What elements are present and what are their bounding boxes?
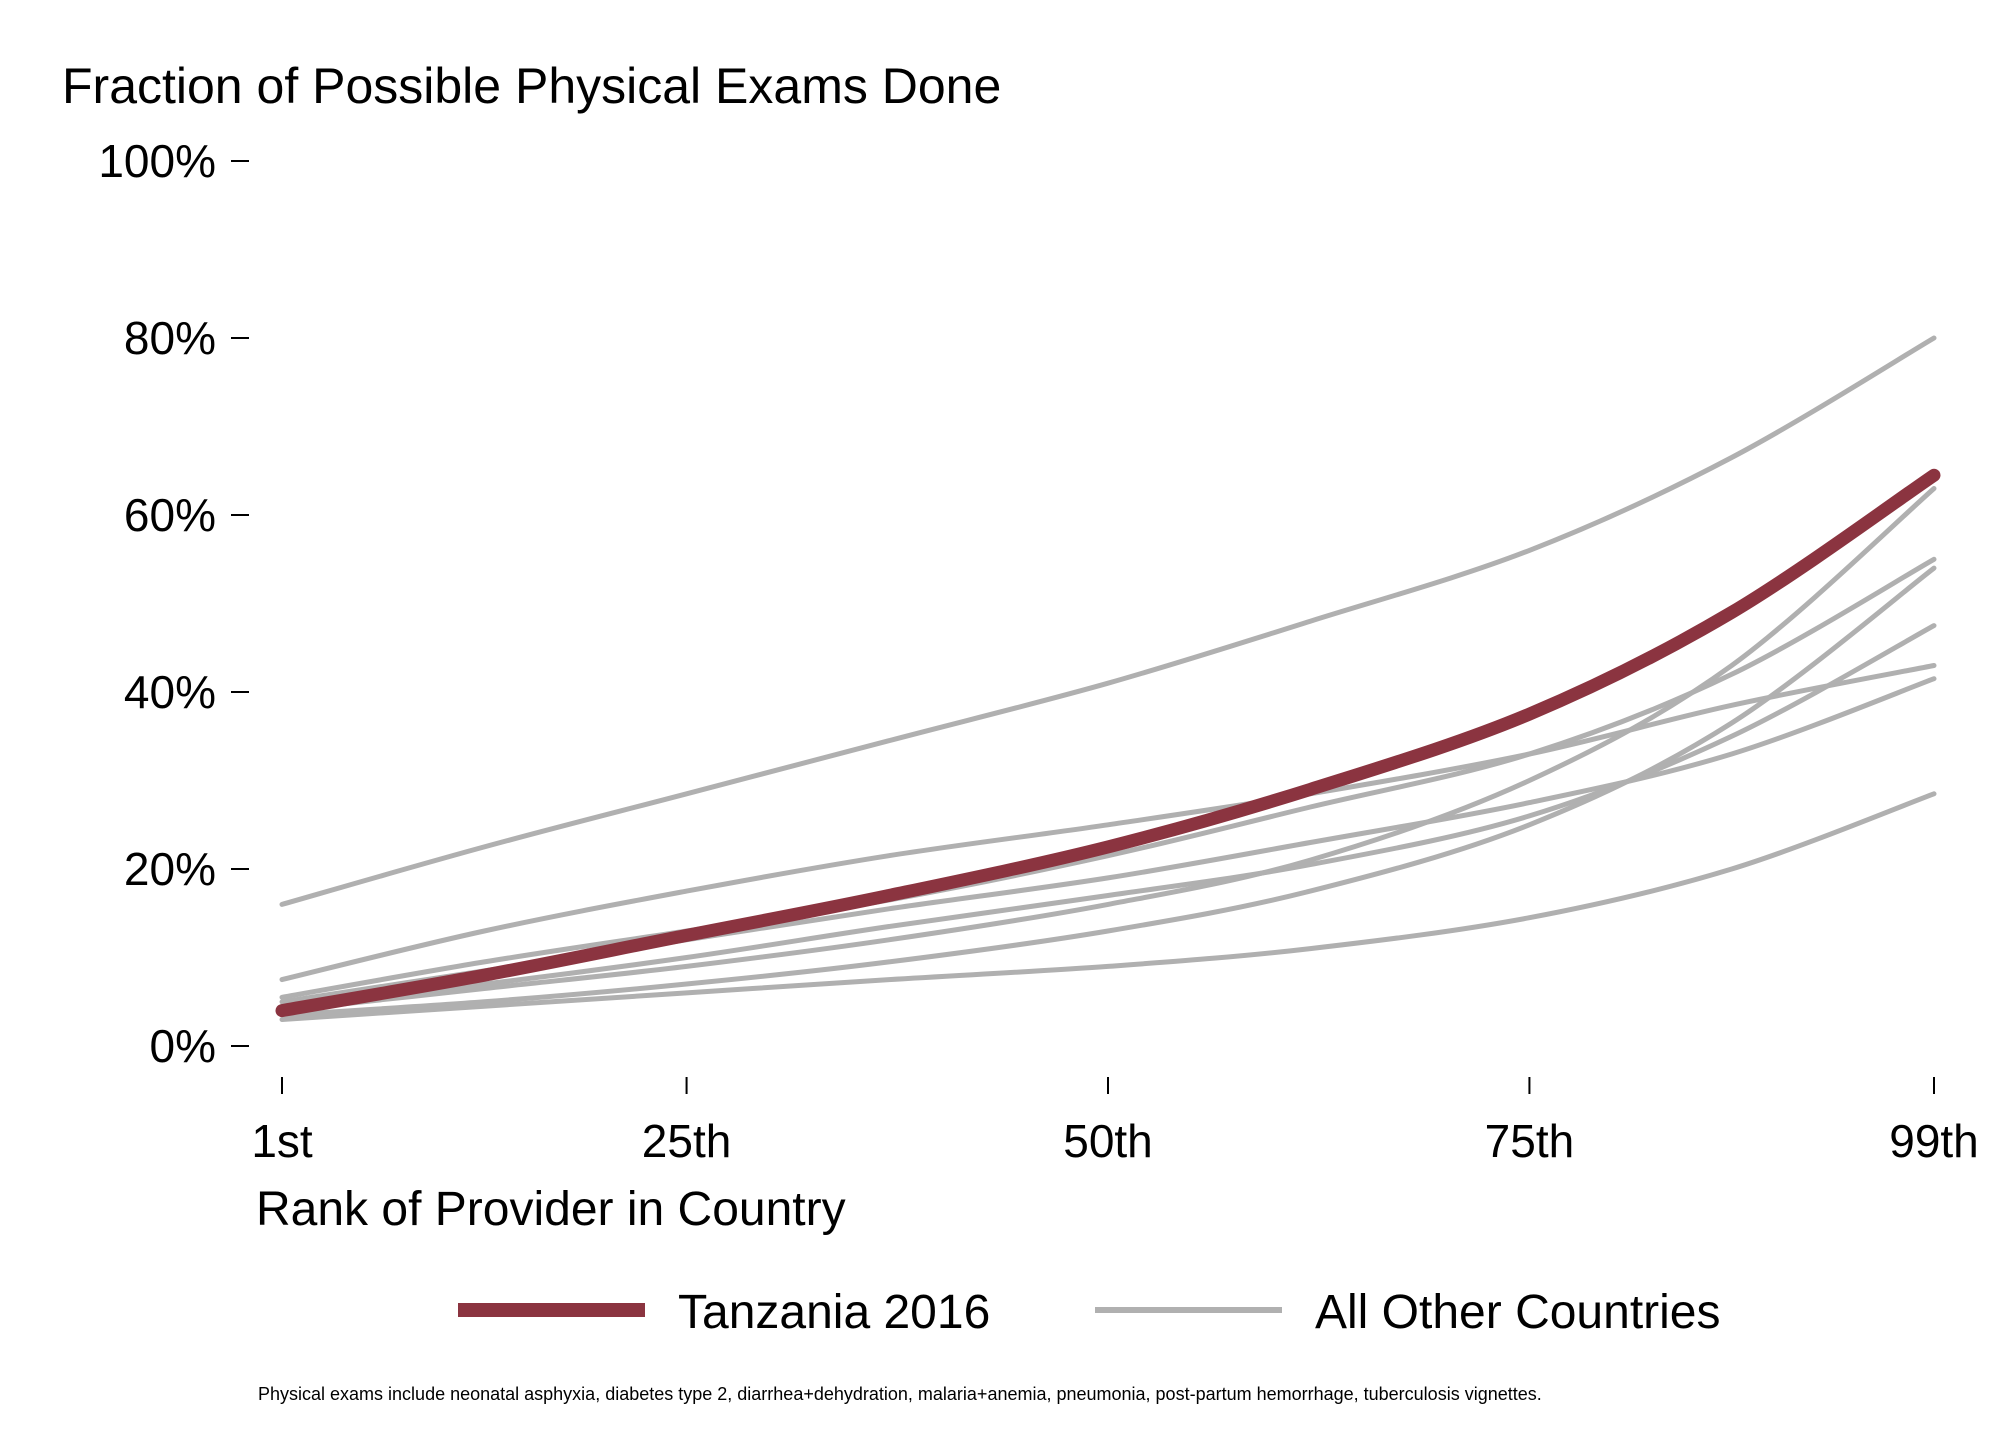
x-axis: 1st 25th 50th 75th 99th	[251, 1077, 1979, 1167]
series-line-other	[279, 663, 1937, 983]
x-axis-label: Rank of Provider in Country	[256, 1183, 846, 1236]
y-tick-label: 40%	[124, 666, 216, 718]
y-tick-label: 100%	[98, 135, 216, 187]
series-line-other	[279, 565, 1937, 1018]
x-tick-label: 50th	[1063, 1115, 1153, 1167]
y-tick-label: 0%	[150, 1020, 216, 1072]
chart-title: Fraction of Possible Physical Exams Done	[62, 58, 1001, 114]
y-tick-label: 80%	[124, 312, 216, 364]
y-tick-label: 60%	[124, 489, 216, 541]
legend: Tanzania 2016 All Other Countries	[458, 1286, 1721, 1339]
series-line-other	[279, 791, 1937, 1022]
legend-label-tanzania: Tanzania 2016	[678, 1286, 990, 1339]
x-tick-label: 75th	[1485, 1115, 1575, 1167]
series-line-other	[279, 486, 1937, 1014]
x-tick-label: 25th	[642, 1115, 732, 1167]
x-tick-label: 1st	[251, 1115, 313, 1167]
series-line-other	[279, 623, 1937, 1009]
y-axis: 0% 20% 40% 60% 80% 100%	[98, 135, 249, 1072]
legend-label-other: All Other Countries	[1315, 1286, 1721, 1339]
series-line-other	[279, 335, 1937, 907]
x-tick-label: 99th	[1889, 1115, 1979, 1167]
series-layer	[275, 335, 1941, 1022]
series-line-tanzania	[275, 468, 1941, 1018]
y-tick-label: 20%	[124, 843, 216, 895]
footnote: Physical exams include neonatal asphyxia…	[258, 1384, 1542, 1404]
